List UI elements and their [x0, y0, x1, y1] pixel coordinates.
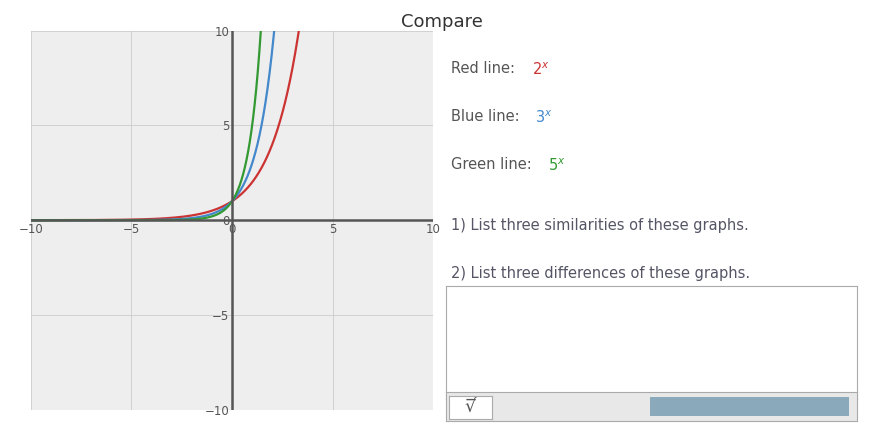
Text: 1) List three similarities of these graphs.: 1) List three similarities of these grap… [451, 218, 749, 233]
Text: Compare: Compare [401, 13, 483, 31]
Text: $2^x$: $2^x$ [532, 61, 550, 78]
Text: √̅: √̅ [464, 398, 476, 416]
Text: $5^x$: $5^x$ [548, 157, 566, 174]
Text: Green line:: Green line: [451, 157, 541, 172]
Text: Blue line:: Blue line: [451, 109, 529, 124]
Text: 2) List three differences of these graphs.: 2) List three differences of these graph… [451, 266, 750, 281]
Text: Red line:: Red line: [451, 61, 524, 76]
Text: $3^x$: $3^x$ [535, 109, 552, 126]
